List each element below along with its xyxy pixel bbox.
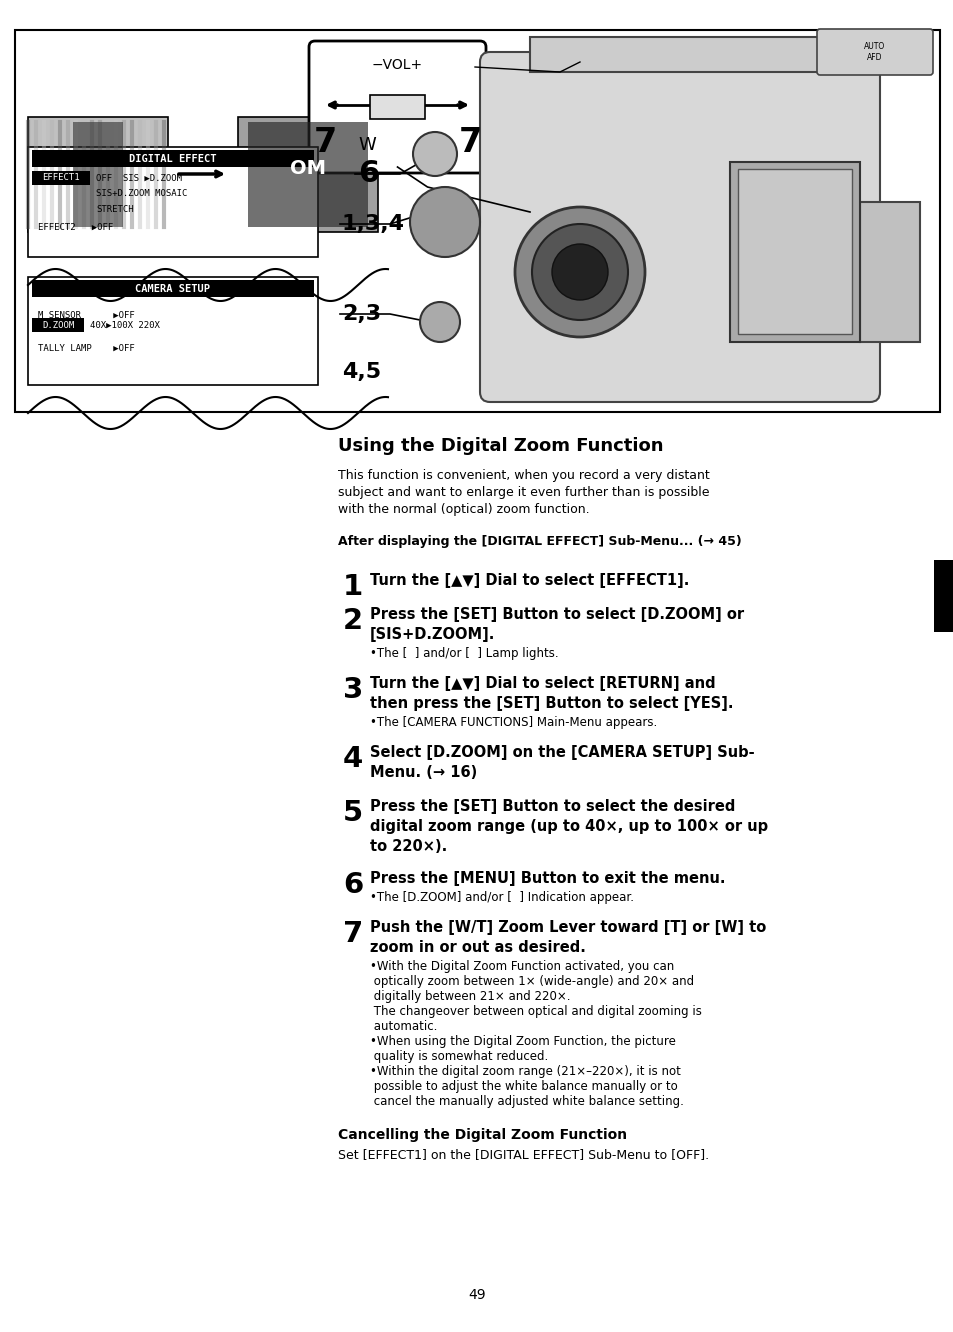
Text: M SENSOR      ▶OFF: M SENSOR ▶OFF bbox=[38, 310, 134, 320]
Text: The changeover between optical and digital zooming is: The changeover between optical and digit… bbox=[370, 1006, 701, 1018]
FancyBboxPatch shape bbox=[816, 29, 932, 75]
Text: 2: 2 bbox=[343, 607, 363, 635]
Text: 6: 6 bbox=[343, 871, 363, 899]
Bar bbox=[28, 147, 317, 257]
Text: to 220×).: to 220×). bbox=[370, 839, 447, 854]
Text: •The [D.ZOOM] and/or [  ] Indication appear.: •The [D.ZOOM] and/or [ ] Indication appe… bbox=[370, 891, 634, 904]
Text: Cancelling the Digital Zoom Function: Cancelling the Digital Zoom Function bbox=[337, 1128, 626, 1142]
Text: 3: 3 bbox=[343, 677, 363, 705]
Text: 1: 1 bbox=[343, 573, 363, 601]
FancyBboxPatch shape bbox=[309, 41, 485, 173]
Text: EFFECT1: EFFECT1 bbox=[42, 173, 80, 182]
Circle shape bbox=[532, 224, 627, 320]
Text: digital zoom range (up to 40×, up to 100× or up: digital zoom range (up to 40×, up to 100… bbox=[370, 819, 767, 834]
Text: quality is somewhat reduced.: quality is somewhat reduced. bbox=[370, 1050, 548, 1063]
Bar bbox=[32, 151, 314, 166]
Text: •With the Digital Zoom Function activated, you can: •With the Digital Zoom Function activate… bbox=[370, 960, 674, 972]
Circle shape bbox=[410, 186, 479, 257]
Text: •The [  ] and/or [  ] Lamp lights.: •The [ ] and/or [ ] Lamp lights. bbox=[370, 647, 558, 659]
Text: Using the Digital Zoom Function: Using the Digital Zoom Function bbox=[337, 437, 662, 456]
Text: 49: 49 bbox=[468, 1288, 485, 1301]
Bar bbox=[530, 37, 829, 72]
Text: with the normal (optical) zoom function.: with the normal (optical) zoom function. bbox=[337, 503, 589, 515]
Text: optically zoom between 1× (wide-angle) and 20× and: optically zoom between 1× (wide-angle) a… bbox=[370, 975, 694, 988]
Text: CAMERA SETUP: CAMERA SETUP bbox=[135, 284, 211, 293]
Text: Press the [SET] Button to select the desired: Press the [SET] Button to select the des… bbox=[370, 799, 735, 814]
Text: 2,3: 2,3 bbox=[341, 304, 381, 324]
Text: 4: 4 bbox=[343, 745, 363, 773]
Text: Menu. (→ 16): Menu. (→ 16) bbox=[370, 765, 476, 781]
Bar bbox=[738, 169, 851, 334]
Text: •The [CAMERA FUNCTIONS] Main-Menu appears.: •The [CAMERA FUNCTIONS] Main-Menu appear… bbox=[370, 717, 657, 729]
Text: 40X▶100X 220X: 40X▶100X 220X bbox=[90, 321, 160, 329]
Text: 7: 7 bbox=[457, 125, 481, 159]
Text: Turn the [▲▼] Dial to select [EFFECT1].: Turn the [▲▼] Dial to select [EFFECT1]. bbox=[370, 573, 689, 587]
Text: 1,3,4: 1,3,4 bbox=[341, 214, 405, 234]
Text: [SIS+D.ZOOM].: [SIS+D.ZOOM]. bbox=[370, 627, 495, 642]
Text: •Within the digital zoom range (21×–220×), it is not: •Within the digital zoom range (21×–220×… bbox=[370, 1066, 680, 1078]
Text: zoom in or out as desired.: zoom in or out as desired. bbox=[370, 940, 585, 955]
Text: OFF  SIS ▶D.ZOOM: OFF SIS ▶D.ZOOM bbox=[96, 173, 182, 182]
Bar bbox=[28, 277, 317, 385]
Text: then press the [SET] Button to select [YES].: then press the [SET] Button to select [Y… bbox=[370, 697, 733, 711]
Bar bbox=[32, 318, 84, 332]
Text: 4,5: 4,5 bbox=[341, 362, 381, 382]
Text: subject and want to enlarge it even further than is possible: subject and want to enlarge it even furt… bbox=[337, 486, 709, 500]
Text: 7: 7 bbox=[313, 125, 336, 159]
Text: Press the [MENU] Button to exit the menu.: Press the [MENU] Button to exit the menu… bbox=[370, 871, 724, 886]
Text: D.ZOOM: D.ZOOM bbox=[42, 321, 74, 329]
Text: OM: OM bbox=[290, 160, 326, 178]
Text: SIS+D.ZOOM MOSAIC: SIS+D.ZOOM MOSAIC bbox=[96, 189, 187, 198]
Bar bbox=[729, 163, 859, 342]
Text: 6: 6 bbox=[357, 160, 379, 189]
Text: Push the [W/T] Zoom Lever toward [T] or [W] to: Push the [W/T] Zoom Lever toward [T] or … bbox=[370, 920, 765, 935]
Text: EFFECT2   ▶OFF: EFFECT2 ▶OFF bbox=[38, 222, 113, 232]
Text: Press the [SET] Button to select [D.ZOOM] or: Press the [SET] Button to select [D.ZOOM… bbox=[370, 607, 743, 622]
Bar bbox=[32, 170, 90, 185]
Bar bbox=[15, 31, 939, 412]
Text: After displaying the [DIGITAL EFFECT] Sub-Menu... (→ 45): After displaying the [DIGITAL EFFECT] Su… bbox=[337, 535, 741, 547]
Bar bbox=[73, 123, 123, 226]
Circle shape bbox=[515, 206, 644, 337]
Circle shape bbox=[413, 132, 456, 176]
Bar bbox=[933, 559, 953, 631]
Text: 5: 5 bbox=[343, 799, 363, 827]
Text: DIGITAL EFFECT: DIGITAL EFFECT bbox=[129, 153, 216, 164]
Bar bbox=[32, 280, 314, 297]
Bar bbox=[237, 117, 377, 232]
Text: Turn the [▲▼] Dial to select [RETURN] and: Turn the [▲▼] Dial to select [RETURN] an… bbox=[370, 677, 715, 691]
Text: •When using the Digital Zoom Function, the picture: •When using the Digital Zoom Function, t… bbox=[370, 1035, 675, 1048]
Text: AUTO
AFD: AUTO AFD bbox=[863, 43, 884, 61]
Text: 7: 7 bbox=[343, 920, 363, 948]
Text: digitally between 21× and 220×.: digitally between 21× and 220×. bbox=[370, 990, 570, 1003]
Text: This function is convenient, when you record a very distant: This function is convenient, when you re… bbox=[337, 469, 709, 482]
Bar bbox=[859, 202, 919, 342]
Text: automatic.: automatic. bbox=[370, 1020, 436, 1034]
Bar bbox=[248, 123, 368, 226]
Text: W: W bbox=[357, 136, 375, 155]
Text: T: T bbox=[422, 136, 433, 155]
Text: Set [EFFECT1] on the [DIGITAL EFFECT] Sub-Menu to [OFF].: Set [EFFECT1] on the [DIGITAL EFFECT] Su… bbox=[337, 1148, 708, 1162]
Bar bbox=[28, 117, 168, 232]
Circle shape bbox=[419, 302, 459, 342]
Text: cancel the manually adjusted white balance setting.: cancel the manually adjusted white balan… bbox=[370, 1095, 683, 1108]
Text: possible to adjust the white balance manually or to: possible to adjust the white balance man… bbox=[370, 1080, 677, 1094]
Bar bbox=[370, 95, 424, 119]
Text: −VOL+: −VOL+ bbox=[372, 59, 422, 72]
Text: Select [D.ZOOM] on the [CAMERA SETUP] Sub-: Select [D.ZOOM] on the [CAMERA SETUP] Su… bbox=[370, 745, 754, 761]
Text: STRETCH: STRETCH bbox=[96, 205, 133, 213]
FancyBboxPatch shape bbox=[479, 52, 879, 402]
Text: TALLY LAMP    ▶OFF: TALLY LAMP ▶OFF bbox=[38, 344, 134, 353]
Circle shape bbox=[552, 244, 607, 300]
